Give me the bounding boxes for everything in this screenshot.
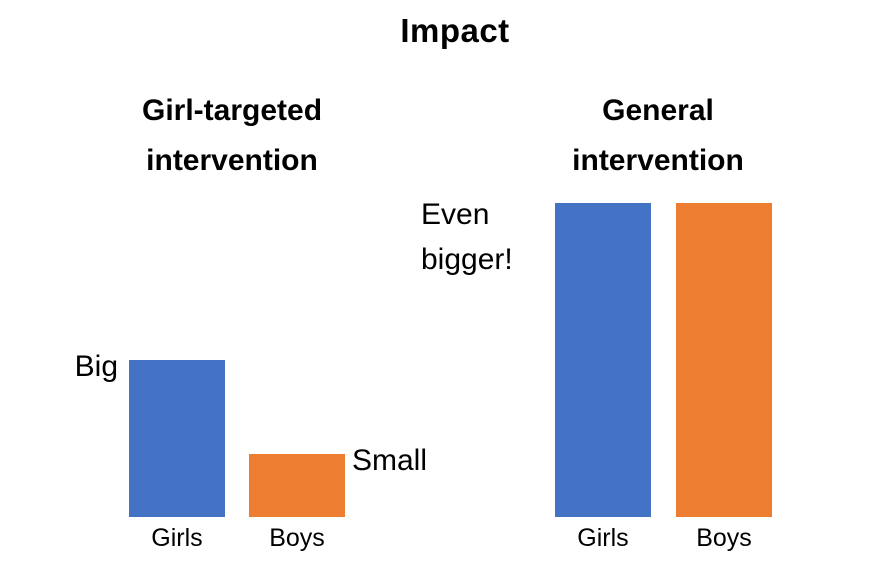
annotation-big: Big	[74, 350, 118, 383]
category-label-general-boys: Boys	[696, 524, 752, 552]
group-header-general: General intervention	[572, 94, 744, 177]
bar-girl-targeted-girls	[129, 360, 225, 517]
chart-title: Impact	[400, 12, 510, 49]
bar-general-boys	[676, 203, 772, 517]
group-header-girl-targeted: Girl-targeted intervention	[141, 94, 323, 177]
annotation-small: Small	[352, 444, 428, 477]
bar-girl-targeted-boys	[249, 454, 345, 517]
category-label-girl-targeted-boys: Boys	[269, 524, 325, 552]
bar-general-girls	[555, 203, 651, 517]
category-label-general-girls: Girls	[577, 524, 629, 552]
annotation-even-bigger: Even bigger!	[421, 198, 513, 276]
category-label-girl-targeted-girls: Girls	[151, 524, 203, 552]
